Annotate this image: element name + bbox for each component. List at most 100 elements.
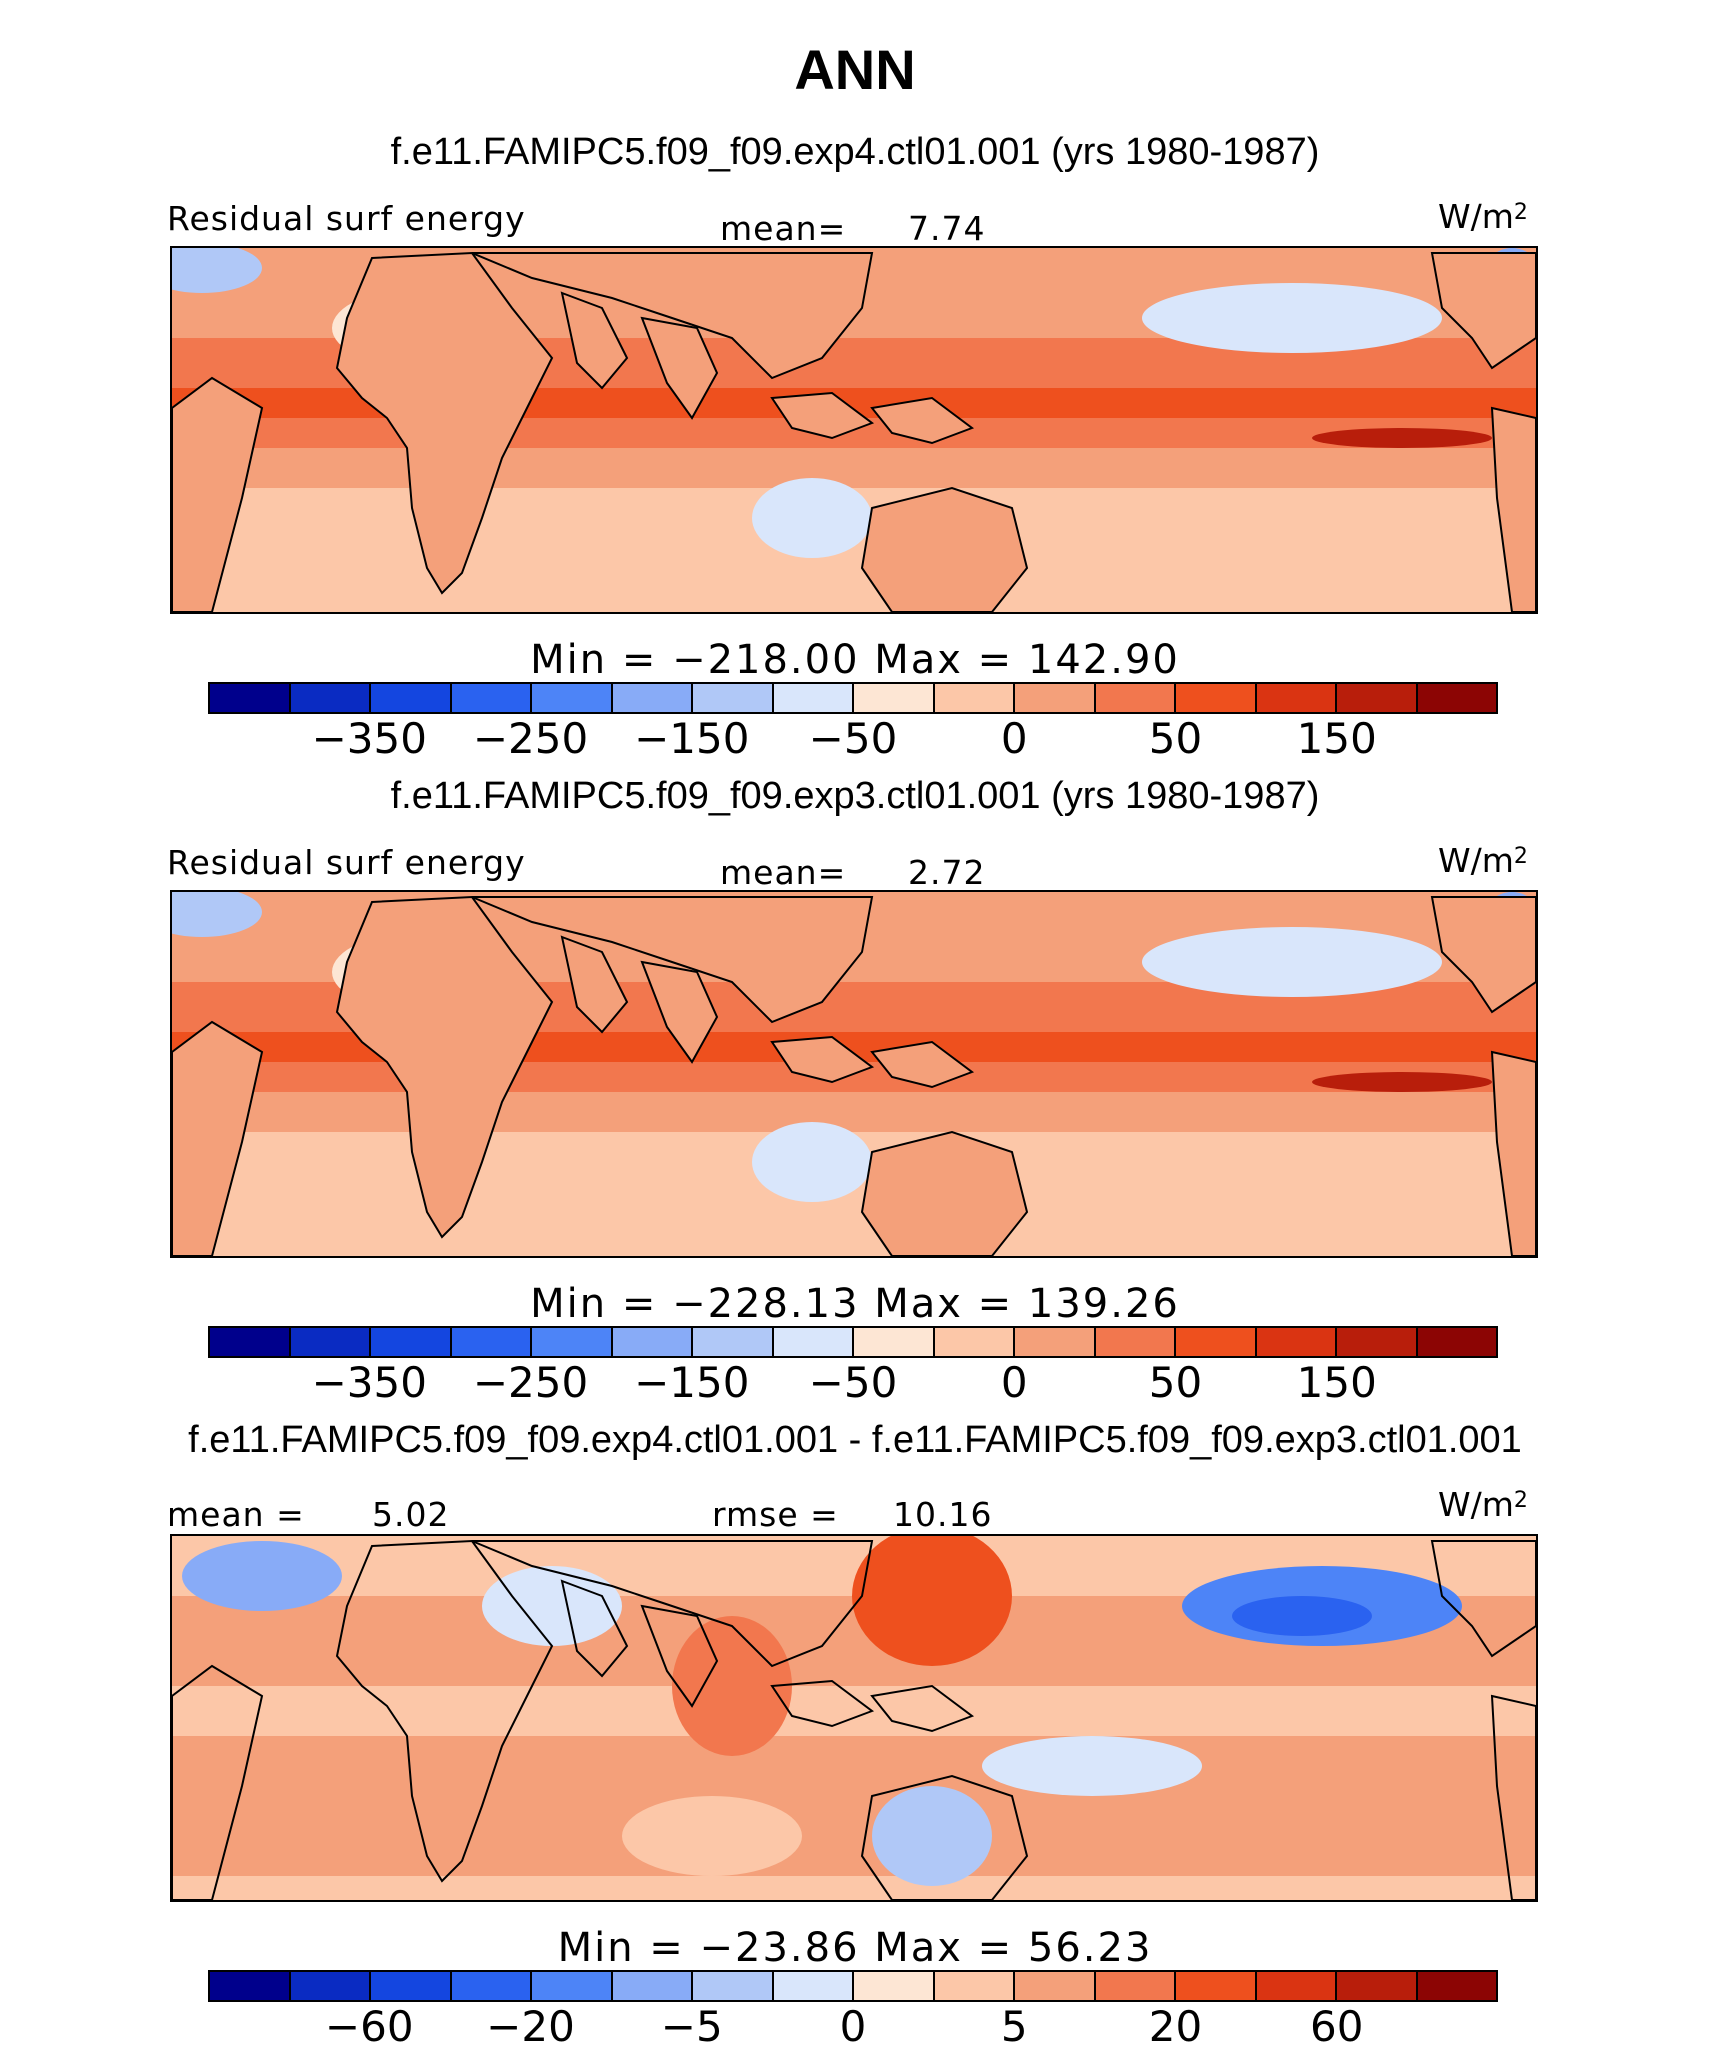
coastline — [172, 1020, 264, 1256]
coastline — [1490, 1694, 1536, 1900]
colorbar-swatch — [693, 684, 774, 712]
panel-1-colorbar-ticks: −350 −250 −150 −50 0 50 150 — [208, 715, 1498, 765]
panel-2-mean-value: 2.72 — [908, 853, 986, 892]
colorbar-swatch — [1015, 1972, 1096, 2000]
coastline — [172, 1664, 264, 1900]
colorbar-swatch — [451, 1972, 532, 2000]
map-field-anomaly — [1232, 1596, 1372, 1636]
colorbar-tick-label: 50 — [1148, 714, 1203, 763]
colorbar-tick-label: −250 — [472, 714, 589, 763]
map-field-anomaly — [752, 1122, 872, 1202]
panel-3-case-title: f.e11.FAMIPC5.f09_f09.exp4.ctl01.001 - f… — [188, 1419, 1522, 1461]
panel-2-colorbar — [208, 1326, 1498, 1358]
coastline — [560, 291, 629, 390]
coastline — [335, 251, 554, 595]
colorbar-tick-label: −50 — [808, 714, 898, 763]
coastline — [560, 935, 629, 1034]
coastline — [640, 1604, 719, 1708]
colorbar-tick-label: −20 — [486, 2002, 575, 2051]
colorbar-tick-label: −50 — [808, 1358, 898, 1407]
panel-3-colorbar — [208, 1970, 1498, 2002]
coastline — [870, 396, 975, 445]
coastline — [335, 1539, 554, 1883]
map-field-maximum — [1312, 1072, 1492, 1092]
panel-3-rmse-value: 10.16 — [893, 1495, 993, 1534]
colorbar-swatch — [854, 684, 935, 712]
colorbar-swatch — [371, 684, 452, 712]
coastline — [870, 1684, 975, 1733]
colorbar-swatch — [773, 684, 854, 712]
panel-3-units: W/m2 — [1438, 1485, 1528, 1524]
panel-2-units: W/m2 — [1438, 841, 1528, 880]
colorbar-swatch — [1015, 684, 1096, 712]
panel-2-mean-label: mean= — [720, 853, 847, 892]
colorbar-tick-label: 5 — [1000, 2002, 1028, 2051]
colorbar-swatch — [1095, 1972, 1176, 2000]
colorbar-swatch — [1256, 684, 1337, 712]
map-field-maximum — [1312, 428, 1492, 448]
colorbar-tick-label: 0 — [1000, 1358, 1028, 1407]
colorbar-swatch — [693, 1972, 774, 2000]
coastline — [860, 486, 1029, 612]
map-field-anomaly — [622, 1796, 802, 1876]
map-field-anomaly — [672, 1616, 792, 1756]
colorbar-swatch — [854, 1328, 935, 1356]
panel-1-variable-label: Residual surf energy — [167, 199, 526, 238]
map-field-anomaly — [172, 248, 262, 293]
colorbar-swatch — [1256, 1328, 1337, 1356]
coastline — [770, 1679, 875, 1728]
colorbar-tick-label: 20 — [1148, 2002, 1203, 2051]
panel-1-mean-value: 7.74 — [908, 209, 986, 248]
panel-1-map — [170, 246, 1538, 614]
coastline — [860, 1774, 1029, 1900]
colorbar-swatch — [612, 1328, 693, 1356]
colorbar-swatch — [210, 1328, 291, 1356]
panel-2-minmax: Min = −228.13 Max = 139.26 — [530, 1281, 1180, 1327]
colorbar-swatch — [934, 1972, 1015, 2000]
panel-1-case-title: f.e11.FAMIPC5.f09_f09.exp4.ctl01.001 (yr… — [390, 131, 1320, 173]
colorbar-tick-label: 0 — [839, 2002, 867, 2051]
coastline — [1430, 896, 1536, 1014]
colorbar-swatch — [1095, 1328, 1176, 1356]
colorbar-swatch — [532, 1328, 613, 1356]
panel-2-colorbar-ticks: −350 −250 −150 −50 0 50 150 — [208, 1359, 1498, 1409]
map-field-band — [172, 1736, 1536, 1876]
colorbar-tick-label: 150 — [1296, 714, 1377, 763]
colorbar-swatch — [290, 1972, 371, 2000]
colorbar-tick-label: 150 — [1296, 1358, 1377, 1407]
coastline — [640, 316, 719, 420]
colorbar-tick-label: −150 — [634, 1358, 750, 1407]
colorbar-tick-label: −350 — [311, 1358, 427, 1407]
coastline — [870, 1040, 975, 1089]
colorbar-swatch — [1015, 1328, 1096, 1356]
coastline — [860, 1130, 1029, 1256]
colorbar-swatch — [451, 684, 532, 712]
colorbar-swatch — [773, 1972, 854, 2000]
colorbar-swatch — [1417, 684, 1496, 712]
map-field-anomaly — [1142, 283, 1442, 353]
coastline — [770, 391, 875, 440]
panel-2-map-svg — [172, 892, 1536, 1256]
colorbar-swatch — [934, 684, 1015, 712]
colorbar-swatch — [210, 684, 291, 712]
colorbar-swatch — [210, 1972, 291, 2000]
coastline — [1490, 1050, 1536, 1256]
colorbar-tick-label: 50 — [1148, 1358, 1203, 1407]
colorbar-swatch — [451, 1328, 532, 1356]
coastline — [640, 960, 719, 1064]
colorbar-swatch — [1176, 1972, 1257, 2000]
map-field-anomaly — [172, 892, 262, 937]
colorbar-swatch — [1337, 1972, 1418, 2000]
panel-3-minmax: Min = −23.86 Max = 56.23 — [557, 1925, 1153, 1971]
colorbar-tick-label: −60 — [324, 2002, 414, 2051]
coastline — [471, 896, 874, 1024]
map-field-anomaly — [872, 1786, 992, 1886]
coastline — [560, 1579, 629, 1678]
panel-1-colorbar — [208, 682, 1498, 714]
colorbar-swatch — [532, 1972, 613, 2000]
colorbar-swatch — [612, 684, 693, 712]
colorbar-swatch — [1337, 1328, 1418, 1356]
panel-1-mean-label: mean= — [720, 209, 847, 248]
colorbar-swatch — [1176, 684, 1257, 712]
panel-3-map-svg — [172, 1536, 1536, 1900]
